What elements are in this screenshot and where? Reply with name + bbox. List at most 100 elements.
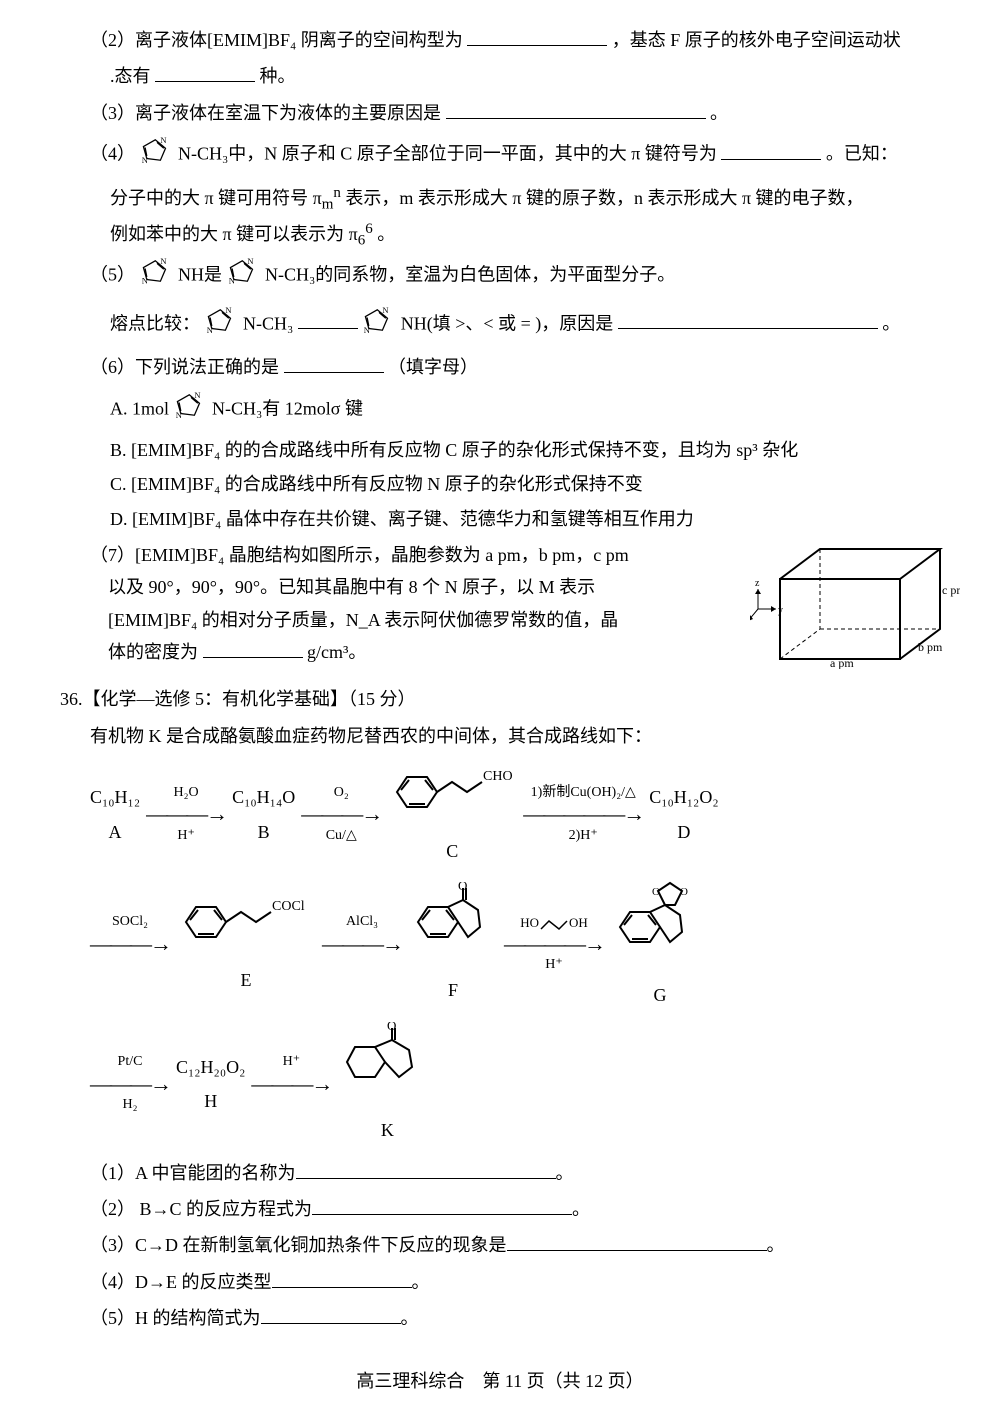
- q7-text-d: 体的密度为: [90, 642, 198, 662]
- imidazole-icon: NN: [227, 254, 261, 298]
- q5-text-c: N-CH₃的同系物，室温为白色固体，为平面型分子。: [265, 265, 675, 285]
- q6-text-b: （填字母）: [388, 357, 478, 377]
- svg-text:O: O: [652, 886, 660, 898]
- structure-C: CHO: [387, 762, 517, 832]
- arrow-2: O₂ ———→ Cu/△: [301, 785, 381, 845]
- label-B: B: [232, 816, 295, 848]
- q4-text-e2: 。: [377, 224, 395, 244]
- imidazole-icon: NN: [140, 133, 174, 177]
- compound-A: C₁₀H₁₂: [90, 781, 140, 813]
- blank: [721, 141, 821, 160]
- svg-text:O: O: [680, 886, 688, 898]
- blank: [507, 1232, 767, 1251]
- imidazole-icon: NN: [174, 388, 208, 432]
- q7-text-e: g/cm³。: [307, 642, 366, 662]
- reaction-row-2: SOCl₂ ———→ COCl E AlCl₃ ———→ O: [40, 877, 960, 1012]
- q3-text-b: 。: [710, 103, 728, 123]
- q2-text-b: ，基态 F 原子的核外电子空间运动状: [612, 30, 901, 50]
- arrow-6: HOOH ————→ H⁺: [504, 915, 604, 974]
- label-F: F: [408, 974, 498, 1006]
- q4-text-d2: 表示，m 表示形成大 π 键的原子数，n 表示形成大 π 键的电子数，: [345, 188, 863, 208]
- q4-text-b: N-CH₃中，N 原子和 C 原子全部位于同一平面，其中的大 π 键符号为: [178, 144, 717, 164]
- question-5-line2: 熔点比较： NN N-CH₃ NN NH(填 >、< 或 = )，原因是 。: [40, 303, 960, 347]
- blank: [298, 310, 358, 329]
- cube-diagram: a pm b pm c pm z y x: [750, 539, 960, 679]
- label-E: E: [176, 964, 316, 996]
- svg-text:b pm: b pm: [918, 640, 943, 654]
- question-4-line3: 例如苯中的大 π 键可以表示为 π66 。: [40, 218, 960, 250]
- reaction-row-3: Pt/C ———→ H₂ C₁₂H₂₀O₂ H H⁺ ———→ O K: [40, 1022, 960, 1147]
- reaction-row-1: C₁₀H₁₂ A H₂O ———→ H⁺ C₁₀H₁₄O B O₂ ———→ C…: [40, 762, 960, 867]
- sub-q2: （2） B→C 的反应方程式为。: [40, 1193, 960, 1225]
- question-36-intro: 有机物 K 是合成酪氨酸血症药物尼替西农的中间体，其合成路线如下：: [40, 720, 960, 752]
- q4-text-c: 。已知：: [826, 144, 898, 164]
- svg-text:N: N: [141, 276, 147, 286]
- arrow-3: 1)新制Cu(OH)₂/△ —————→ 2)H⁺: [523, 785, 643, 845]
- page-footer: 高三理科综合 第 11 页（共 12 页）: [40, 1365, 960, 1397]
- q4-text-a: （4）: [90, 144, 135, 164]
- q5-text-e: N-CH₃: [243, 313, 293, 333]
- structure-G: O O: [610, 877, 710, 977]
- blank: [155, 63, 255, 82]
- blank: [203, 639, 303, 658]
- svg-text:c pm: c pm: [942, 583, 960, 597]
- q5-text-d: 熔点比较：: [110, 313, 200, 333]
- compound-B: C₁₀H₁₄O: [232, 781, 295, 813]
- q7-text-c: [EMIM]BF₄ 的相对分子质量，N_A 表示阿伏伽德罗常数的值，晶: [90, 610, 618, 630]
- imidazole-icon: NN: [205, 303, 239, 347]
- blank: [446, 100, 706, 119]
- svg-text:N: N: [225, 305, 231, 315]
- question-2: （2）离子液体[EMIM]BF₄ 阴离子的空间构型为 ，基态 F 原子的核外电子…: [40, 24, 960, 56]
- svg-text:N: N: [160, 257, 166, 267]
- svg-text:N: N: [383, 305, 389, 315]
- q5-text-g: 。: [882, 313, 900, 333]
- question-5: （5） NN NH是 NN N-CH₃的同系物，室温为白色固体，为平面型分子。: [40, 254, 960, 298]
- q7-text-b: 以及 90°，90°，90°。已知其晶胞中有 8 个 N 原子，以 M 表示: [90, 577, 595, 597]
- sub-q3: （3）C→D 在新制氢氧化铜加热条件下反应的现象是。: [40, 1229, 960, 1261]
- svg-text:O: O: [458, 882, 467, 893]
- q4-text-e: 例如苯中的大 π 键可以表示为 π: [110, 224, 358, 244]
- q3-text-a: （3）离子液体在室温下为液体的主要原因是: [90, 103, 441, 123]
- option-d: D. [EMIM]BF₄ 晶体中存在共价键、离子键、范德华力和氢键等相互作用力: [40, 503, 960, 535]
- q2-text-a: （2）离子液体[EMIM]BF₄ 阴离子的空间构型为: [90, 30, 463, 50]
- blank: [618, 310, 878, 329]
- question-4-line2: 分子中的大 π 键可用符号 πmn 表示，m 表示形成大 π 键的原子数，n 表…: [40, 182, 960, 214]
- structure-E: COCl: [176, 892, 316, 962]
- q5-text-a: （5）: [90, 265, 135, 285]
- option-a: A. 1mol NN N-CH₃有 12molσ 键: [40, 388, 960, 432]
- q6-text-a: （6）下列说法正确的是: [90, 357, 279, 377]
- svg-text:O: O: [387, 1022, 396, 1033]
- imidazole-icon: NN: [362, 303, 396, 347]
- sub-q1: （1）A 中官能团的名称为。: [40, 1157, 960, 1189]
- arrow-7: Pt/C ———→ H₂: [90, 1054, 170, 1114]
- blank: [261, 1305, 401, 1324]
- structure-F: O: [408, 882, 498, 972]
- question-6: （6）下列说法正确的是 （填字母）: [40, 351, 960, 383]
- svg-text:N: N: [175, 409, 181, 419]
- svg-text:N: N: [228, 276, 234, 286]
- compound-D: C₁₀H₁₂O₂: [649, 781, 718, 813]
- q7-text-a: （7）[EMIM]BF₄ 晶胞结构如图所示，晶胞参数为 a pm，b pm，c …: [90, 545, 629, 565]
- svg-text:N: N: [364, 324, 370, 334]
- optA-a: A. 1mol: [110, 398, 169, 418]
- imidazole-icon: NN: [140, 254, 174, 298]
- label-D: D: [649, 816, 718, 848]
- question-36-title: 36.【化学—选修 5：有机化学基础】（15 分）: [40, 683, 960, 715]
- blank: [284, 354, 384, 373]
- q2-text-d: 种。: [260, 66, 296, 86]
- sub-q5: （5）H 的结构简式为。: [40, 1302, 960, 1334]
- svg-text:N: N: [160, 135, 166, 145]
- label-A: A: [90, 816, 140, 848]
- label-G: G: [610, 979, 710, 1011]
- question-7: a pm b pm c pm z y x （7）[EMIM]BF₄ 晶胞结构如图…: [40, 539, 960, 679]
- q4-text-d: 分子中的大 π 键可用符号 π: [110, 188, 322, 208]
- blank: [467, 27, 607, 46]
- question-4: （4） NN N-CH₃中，N 原子和 C 原子全部位于同一平面，其中的大 π …: [40, 133, 960, 177]
- arrow-5: AlCl₃ ———→: [322, 914, 402, 974]
- blank: [312, 1196, 572, 1215]
- option-c: C. [EMIM]BF₄ 的合成路线中所有反应物 N 原子的杂化形式保持不变: [40, 468, 960, 500]
- structure-K: O: [337, 1022, 437, 1112]
- arrow-8: H⁺ ———→: [251, 1054, 331, 1114]
- optA-b: N-CH₃有 12molσ 键: [212, 398, 363, 418]
- svg-text:COCl: COCl: [272, 899, 305, 914]
